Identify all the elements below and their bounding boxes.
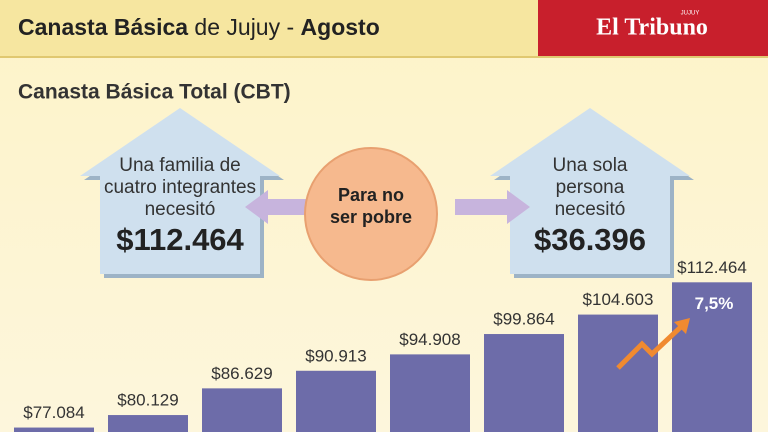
right-house <box>490 108 694 278</box>
title-part: de Jujuy - <box>188 14 301 40</box>
value-label: $86.629 <box>211 364 272 383</box>
value-label: $80.129 <box>117 391 178 410</box>
bar <box>578 314 658 432</box>
brand-region: JUJUY <box>681 11 700 17</box>
title-part: Agosto <box>301 14 380 40</box>
left-house <box>80 108 284 278</box>
bar <box>672 282 752 432</box>
circle-text: Para no <box>338 185 404 205</box>
bar <box>202 388 282 432</box>
header-bar <box>0 0 538 56</box>
house <box>80 108 280 274</box>
bar <box>14 427 94 432</box>
house-text: cuatro integrantes <box>104 177 256 198</box>
center-circle <box>304 147 438 281</box>
trend-arrow-head <box>674 318 690 334</box>
arrow-right <box>455 190 530 224</box>
title-part: Canasta Básica <box>18 14 188 40</box>
value-label: $94.908 <box>399 330 460 349</box>
house-text: Una familia de <box>119 155 240 176</box>
value-label: $112.464 <box>677 258 747 277</box>
bar <box>108 415 188 432</box>
annotation: 7,5% <box>695 294 734 313</box>
value-label: $77.084 <box>23 403 84 422</box>
house-text: Una sola <box>553 155 628 176</box>
house-text: necesitó <box>555 199 626 220</box>
value-label: $99.864 <box>493 310 554 329</box>
value-label: $104.603 <box>583 290 654 309</box>
bar-chart: $77.084 $80.129 $86.629 $90.913 $94.908 $99.8… <box>14 258 752 432</box>
header-title: Canasta Básica de Jujuy - Agosto <box>18 14 380 40</box>
circle-text: ser pobre <box>330 207 412 227</box>
brand: El Tribuno <box>596 15 708 41</box>
house-amount: $36.396 <box>534 222 646 257</box>
house-text: persona <box>556 177 625 198</box>
bar <box>296 370 376 432</box>
house-amount: $112.464 <box>116 222 244 257</box>
bar <box>484 334 564 432</box>
arrow-left <box>245 190 312 224</box>
house-text: necesitó <box>145 199 216 220</box>
bar <box>390 354 470 432</box>
value-label: $90.913 <box>305 346 366 365</box>
house <box>490 108 690 274</box>
brand-bar <box>538 0 768 56</box>
subtitle: Canasta Básica Total (CBT) <box>18 81 291 104</box>
trend-arrow <box>616 322 686 370</box>
